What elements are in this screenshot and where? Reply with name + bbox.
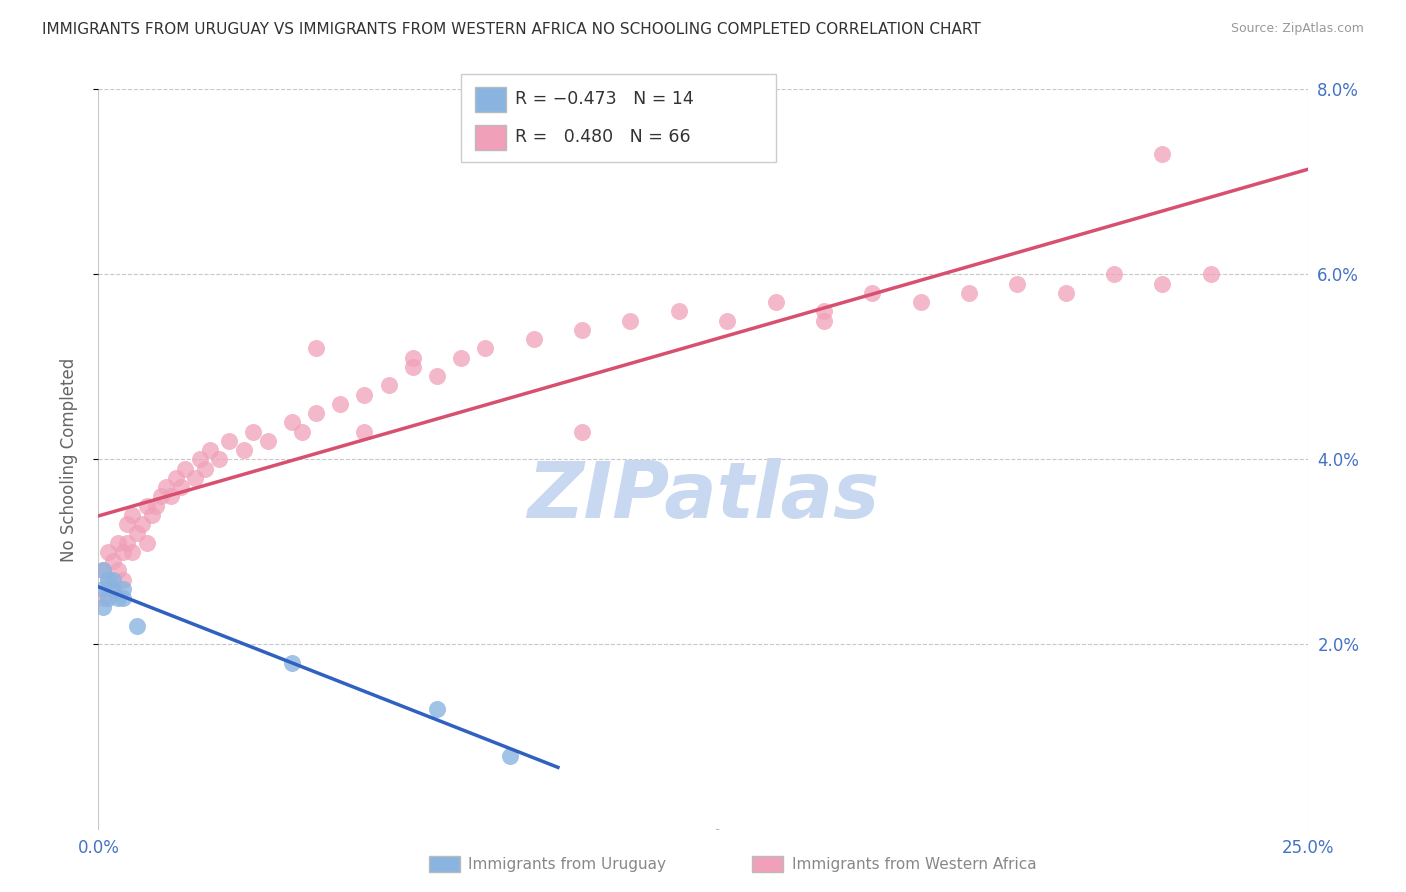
Point: [523, 332, 546, 346]
Point: [121, 545, 143, 559]
Point: [1102, 268, 1125, 282]
Point: [910, 295, 932, 310]
Point: [290, 425, 312, 439]
Point: [141, 508, 163, 522]
Point: [127, 526, 149, 541]
Point: [160, 489, 183, 503]
Point: [184, 471, 207, 485]
Text: IMMIGRANTS FROM URUGUAY VS IMMIGRANTS FROM WESTERN AFRICA NO SCHOOLING COMPLETED: IMMIGRANTS FROM URUGUAY VS IMMIGRANTS FR…: [42, 22, 981, 37]
Point: [165, 471, 187, 485]
Point: [571, 425, 593, 439]
Point: [813, 313, 835, 327]
Point: [426, 702, 449, 716]
Point: [305, 406, 328, 420]
Point: [208, 452, 231, 467]
Point: [860, 285, 883, 300]
Point: [426, 369, 449, 384]
Point: [1152, 147, 1174, 161]
Point: [111, 545, 134, 559]
Point: [117, 517, 139, 532]
Point: [97, 573, 120, 587]
Point: [353, 425, 375, 439]
Point: [91, 591, 114, 606]
Point: [242, 425, 264, 439]
Point: [1152, 277, 1174, 291]
Point: [716, 313, 738, 327]
Point: [256, 434, 278, 448]
Point: [91, 564, 114, 578]
Point: [402, 351, 425, 365]
Point: [101, 582, 124, 596]
Point: [135, 535, 157, 549]
Point: [1054, 285, 1077, 300]
Point: [474, 341, 496, 355]
Text: Immigrants from Western Africa: Immigrants from Western Africa: [792, 857, 1036, 871]
Point: [91, 582, 114, 596]
Point: [765, 295, 787, 310]
Point: [107, 535, 129, 549]
Point: [121, 508, 143, 522]
Point: [131, 517, 153, 532]
Point: [101, 582, 124, 596]
Point: [188, 452, 211, 467]
Point: [571, 323, 593, 337]
Text: Immigrants from Uruguay: Immigrants from Uruguay: [468, 857, 666, 871]
Point: [813, 304, 835, 318]
Text: Source: ZipAtlas.com: Source: ZipAtlas.com: [1230, 22, 1364, 36]
Point: [111, 591, 134, 606]
Point: [155, 480, 177, 494]
Point: [145, 499, 167, 513]
Point: [150, 489, 173, 503]
Point: [97, 545, 120, 559]
Point: [353, 387, 375, 401]
Point: [111, 582, 134, 596]
Point: [1199, 268, 1222, 282]
Point: [169, 480, 191, 494]
Point: [232, 443, 254, 458]
Point: [450, 351, 472, 365]
Point: [117, 535, 139, 549]
Point: [402, 359, 425, 374]
Point: [281, 656, 304, 670]
Point: [218, 434, 240, 448]
Point: [101, 554, 124, 568]
Point: [127, 619, 149, 633]
Point: [498, 748, 520, 763]
Point: [377, 378, 399, 392]
Point: [174, 461, 197, 475]
Point: [91, 600, 114, 615]
Point: [91, 564, 114, 578]
Point: [1007, 277, 1029, 291]
Point: [97, 573, 120, 587]
Point: [329, 397, 352, 411]
Point: [619, 313, 641, 327]
Point: [198, 443, 221, 458]
Point: [957, 285, 980, 300]
Point: [111, 573, 134, 587]
Point: [281, 416, 304, 430]
Point: [97, 591, 120, 606]
Point: [135, 499, 157, 513]
Point: [305, 341, 328, 355]
Text: ZIPatlas: ZIPatlas: [527, 458, 879, 534]
Y-axis label: No Schooling Completed: No Schooling Completed: [59, 358, 77, 561]
Point: [668, 304, 690, 318]
Point: [101, 573, 124, 587]
Point: [107, 591, 129, 606]
Text: R =   0.480   N = 66: R = 0.480 N = 66: [515, 128, 690, 146]
Point: [107, 564, 129, 578]
Point: [194, 461, 217, 475]
Text: R = −0.473   N = 14: R = −0.473 N = 14: [515, 90, 693, 108]
